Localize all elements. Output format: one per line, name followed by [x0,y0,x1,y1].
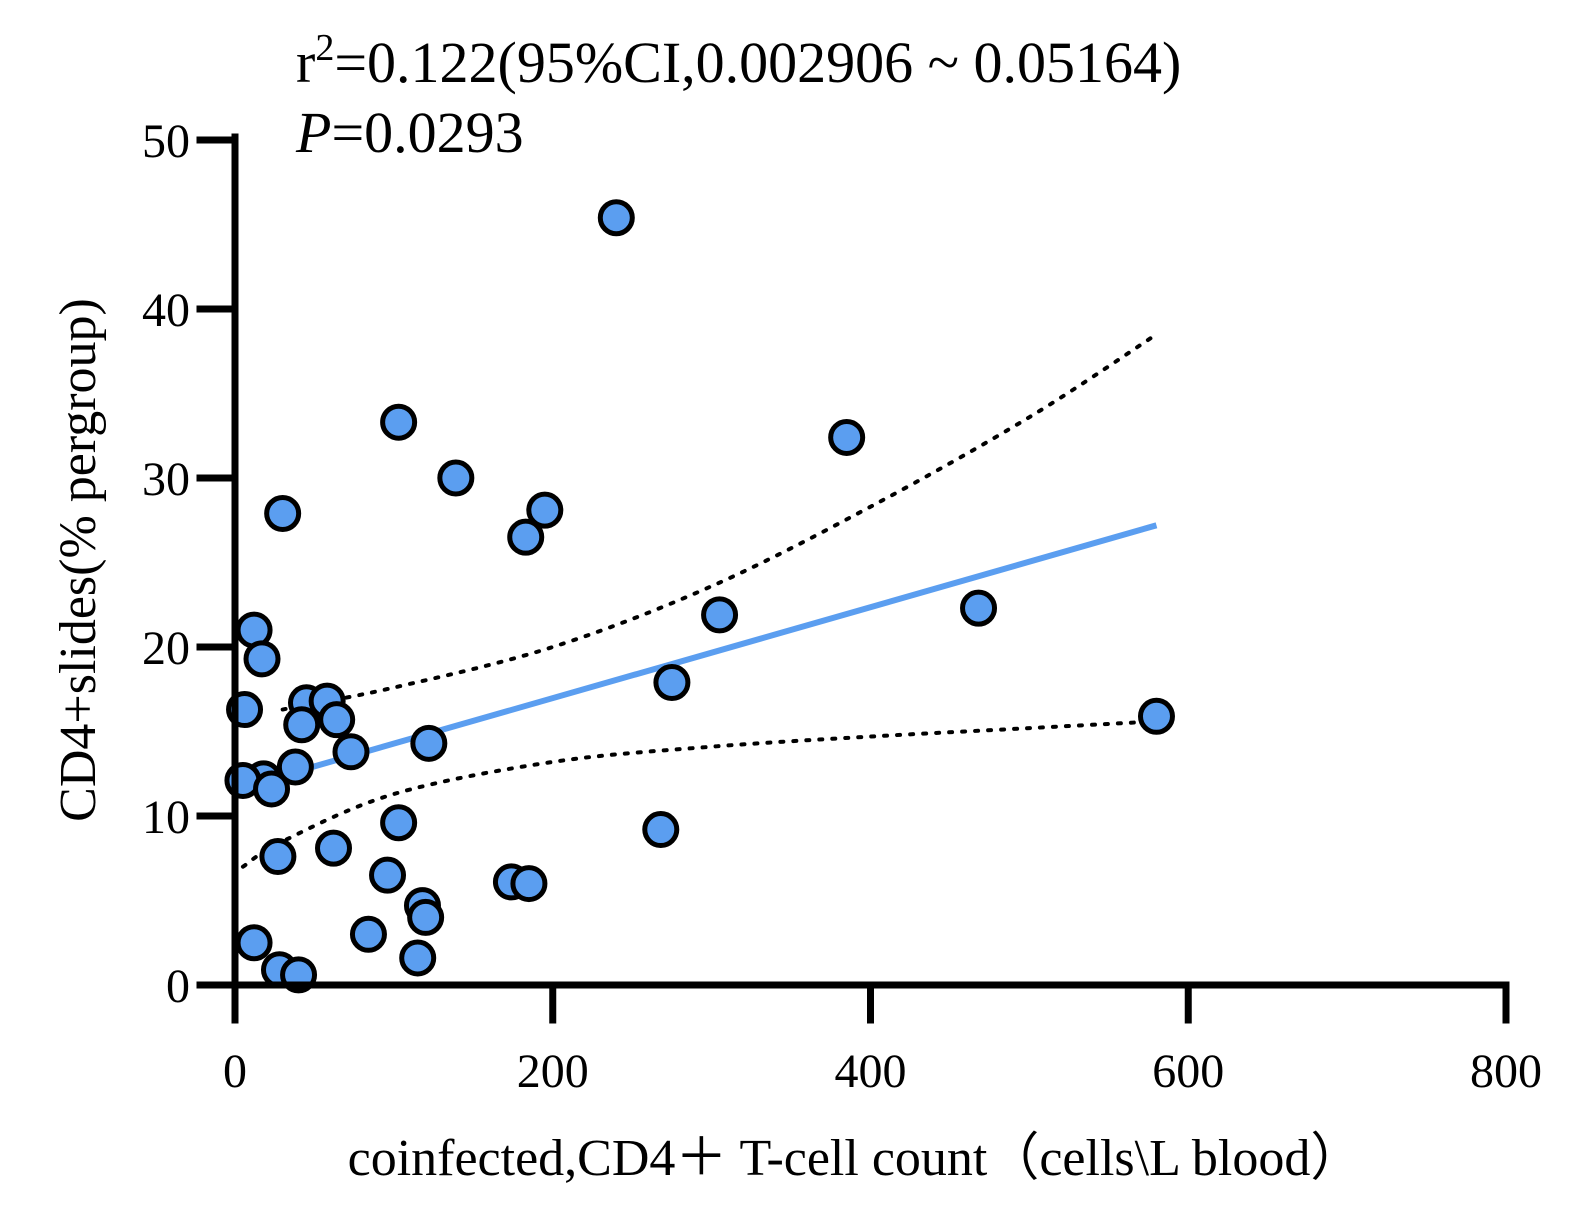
data-point [253,770,291,808]
r2-superscript: 2 [315,27,334,69]
x-tick-label: 800 [1470,1045,1542,1098]
y-tick-label: 20 [142,622,190,675]
data-point [407,898,445,936]
data-point [380,403,418,441]
data-point [510,865,548,903]
x-tick-label: 200 [517,1045,589,1098]
p-label: P [295,100,331,165]
y-tick-label: 0 [166,960,190,1013]
data-point [399,939,437,977]
data-point [315,829,353,867]
data-point [264,494,302,532]
data-point [642,811,680,849]
p-annotation: P=0.0293 [295,100,524,165]
data-point [437,459,475,497]
data-point [701,596,739,634]
y-tick-label: 50 [142,115,190,168]
data-point [318,701,356,739]
data-point [1137,697,1175,735]
data-point [960,589,998,627]
data-point [507,518,545,556]
r2-prefix: r [296,30,315,95]
y-tick-label: 30 [142,453,190,506]
data-point [828,418,866,456]
data-point [410,724,448,762]
data-point [283,706,321,744]
data-points [224,199,1175,994]
data-point [369,856,407,894]
r2-annotation: r2=0.122(95%CI,0.002906 ~ 0.05164) [296,27,1181,95]
y-tick-label: 40 [142,284,190,337]
data-point [276,748,314,786]
data-point [259,838,297,876]
r2-text: =0.122(95%CI,0.002906 ~ 0.05164) [334,30,1181,95]
ci-lower-band [240,719,1159,869]
data-point [597,199,635,237]
data-point [235,924,273,962]
data-point [243,640,281,678]
x-tick-label: 600 [1152,1045,1224,1098]
data-point [332,733,370,771]
data-point [653,663,691,701]
confidence-bands [240,332,1159,869]
p-text: =0.0293 [331,100,523,165]
data-point [526,491,564,529]
data-point [349,915,387,953]
x-tick-label: 400 [835,1045,907,1098]
data-point [380,804,418,842]
x-tick-label: 0 [223,1045,247,1098]
y-axis-title: CD4+slides(% pergroup) [50,298,107,822]
ci-upper-band [280,332,1159,712]
y-tick-label: 10 [142,791,190,844]
x-axis-title: coinfected,CD4＋ T-cell count（cells\L blo… [348,1130,1363,1187]
axes: 0 10 20 30 40 50 0 200 400 600 800 [142,115,1542,1098]
